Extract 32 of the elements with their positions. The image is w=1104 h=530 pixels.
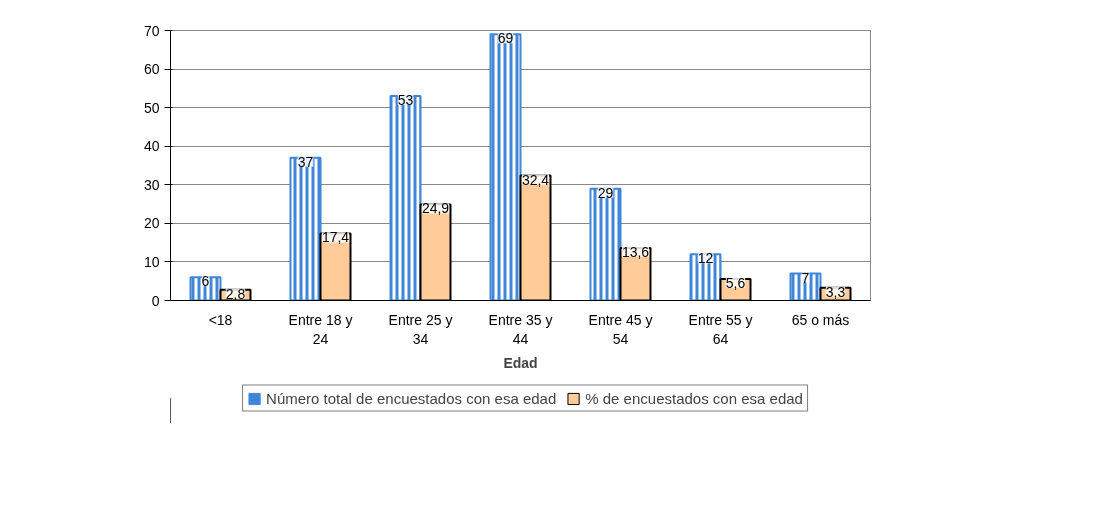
x-tick-label: Entre 55 y 64 xyxy=(688,311,753,347)
x-tick-label: <18 xyxy=(208,311,233,328)
data-label: 69 xyxy=(497,30,514,47)
x-tick-label: Entre 18 y 24 xyxy=(288,311,353,347)
x-tick-label: Entre 35 y 44 xyxy=(488,311,553,347)
data-label: 5,6 xyxy=(725,274,746,291)
y-tick-label: 10 xyxy=(143,253,160,270)
data-label: 12 xyxy=(697,250,714,267)
y-tick-label: 20 xyxy=(143,215,160,232)
x-tick-label: Entre 45 y 54 xyxy=(588,311,653,347)
y-tick-label: 40 xyxy=(143,138,160,155)
y-tick-label: 0 xyxy=(151,292,160,309)
legend-label: % de encuestados con esa edad xyxy=(585,389,803,407)
data-label: 3,3 xyxy=(825,283,846,300)
data-label: 24,9 xyxy=(421,200,450,217)
data-label: 13,6 xyxy=(621,244,650,261)
y-tick-label: 30 xyxy=(143,176,160,193)
data-label: 2,8 xyxy=(225,285,246,302)
y-tick-label: 50 xyxy=(143,99,160,116)
y-tick-label: 60 xyxy=(143,61,160,78)
x-tick-label: Entre 25 y 34 xyxy=(388,311,453,347)
x-tick-label: 65 o más xyxy=(791,311,850,328)
data-label: 37 xyxy=(297,153,314,170)
data-label: 53 xyxy=(397,92,414,109)
y-tick-label: 70 xyxy=(143,22,160,39)
data-label: 32,4 xyxy=(521,171,550,188)
data-label: 17,4 xyxy=(321,229,350,246)
data-label: 6 xyxy=(201,273,210,290)
data-label: 29 xyxy=(597,184,614,201)
x-axis-title: Edad xyxy=(503,354,538,371)
data-label: 7 xyxy=(801,269,810,286)
legend-label: Número total de encuestados con esa edad xyxy=(266,389,557,407)
